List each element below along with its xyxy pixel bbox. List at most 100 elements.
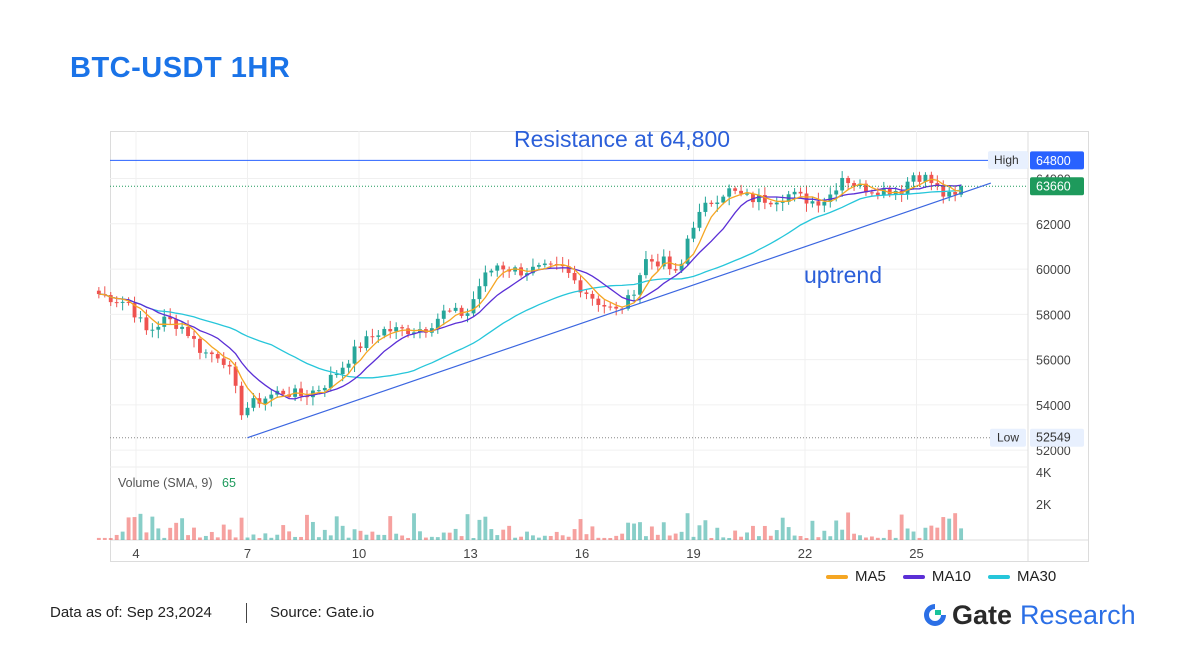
volume-bar [299,536,303,540]
volume-bar [477,519,482,540]
volume-bar [768,535,773,540]
volume-bar [198,537,202,540]
candle-body [233,366,238,386]
candle-body [120,301,125,303]
volume-bar [412,513,416,540]
candle-body [673,269,678,271]
volume-bar [418,531,422,540]
candle-body [608,306,613,308]
candle-body [911,175,916,182]
volume-bar [346,537,351,540]
volume-bar [834,520,839,540]
low-value: 52549 [1036,431,1071,445]
candle-body [768,202,773,205]
candle-body [614,306,619,309]
volume-bar [673,533,678,540]
source-label: Source: Gate.io [270,604,375,621]
volume-bars [96,512,964,540]
high-label-box [988,151,1028,170]
volume-bar [322,529,327,540]
volume-bar [156,528,161,540]
volume-bar [209,531,214,540]
candle-body [697,211,702,228]
volume-bar [840,529,845,540]
volume-bar [364,534,369,540]
candle-body [644,259,648,276]
candle-body [525,273,529,276]
volume-bar [257,537,262,540]
volume-bar [102,537,107,540]
volume-bar [602,537,607,540]
candle-body [596,298,601,306]
candle-body [453,307,458,311]
candle-body [400,327,405,329]
chart-title: BTC-USDT 1HR [70,52,291,84]
volume-bar [435,537,440,540]
candle-body [192,336,196,339]
y-tick-label: 54000 [1036,399,1071,413]
candle-body [745,193,749,195]
candle-body [846,177,851,184]
volume-bar [525,531,529,540]
resistance-tag: 64800 [1036,154,1071,168]
volume-bar [554,531,559,540]
candle-body [590,293,595,299]
volume-bar [382,534,387,540]
volume-bar [150,516,155,540]
volume-bar [215,537,220,540]
volume-bar [881,537,886,540]
volume-bar [620,533,625,540]
volume-bar [501,529,506,540]
candle-body [887,188,892,195]
grid-layer [110,131,1028,540]
volume-bar [649,526,654,540]
candle-body [162,316,167,327]
resistance-annotation: Resistance at 64,800 [514,126,730,152]
volume-bar [328,535,333,540]
volume-bar [626,522,631,540]
volume-bar [334,516,339,540]
candle-body [328,374,333,388]
volume-bar [370,531,375,540]
volume-bar [632,523,636,540]
volume-tick-label: 2K [1036,498,1052,512]
candle-body [108,295,113,303]
candle-body [816,201,821,206]
volume-bar [132,517,137,540]
candle-body [602,305,607,307]
candle-body [168,316,173,320]
volume-bar [406,537,411,540]
candle-body [691,227,696,239]
volume-bar [305,514,309,540]
legend-swatch [902,574,925,579]
legend-item-ma5: MA5 [826,568,886,585]
y-tick-label: 52000 [1036,444,1071,458]
volume-bar [751,525,755,540]
y-tick-label: 56000 [1036,354,1071,368]
candle-body [382,328,387,336]
volume-bar [513,537,518,540]
candle-body [221,358,226,365]
candle-body [322,387,327,391]
volume-bar [935,527,940,540]
volume-bar [316,537,321,540]
candle-body [852,183,856,186]
volume-bar [655,534,660,540]
candle-body [584,292,589,294]
volume-bar [287,531,292,540]
legend-item-ma30: MA30 [988,568,1056,585]
legend-swatch [826,574,848,579]
brand-logo-lockup: Gate Research [920,598,1136,632]
candle-body [881,188,886,196]
volume-bar [281,525,286,540]
volume-bar [780,517,785,540]
volume-bar [120,531,125,540]
candle-body [501,265,506,270]
volume-bar [275,534,280,540]
candle-body [638,275,642,295]
candle-body [364,336,369,349]
annotations: Resistance at 64,800 uptrend [514,126,882,288]
x-tick-label: 13 [463,546,477,561]
candle-body [263,398,268,404]
